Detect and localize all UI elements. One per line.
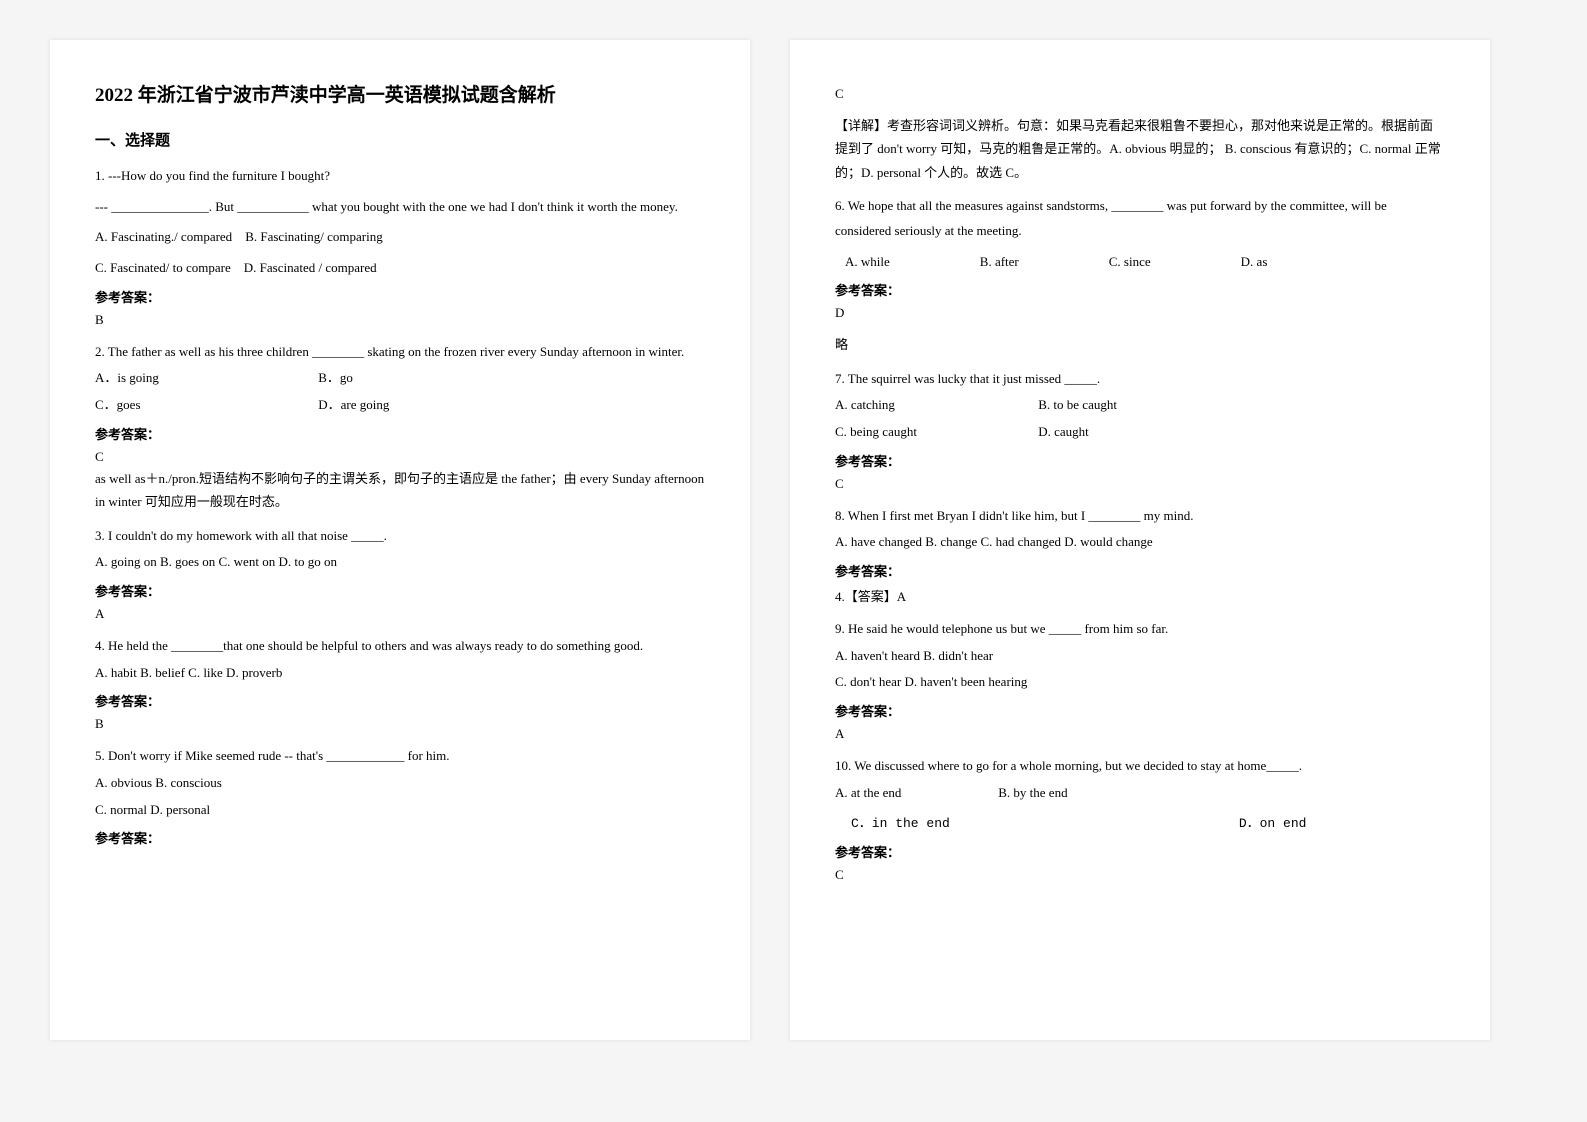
q2-ans-label: 参考答案：: [95, 424, 705, 443]
q6-stem: 6. We hope that all the measures against…: [835, 194, 1445, 243]
q10-stem: 10. We discussed where to go for a whole…: [835, 754, 1445, 779]
q2-opts-row2: C．goes D．are going: [95, 393, 705, 418]
q3-ans: A: [95, 606, 705, 622]
q8-ans-label: 参考答案：: [835, 561, 1445, 580]
q1-opt-d: D. Fascinated / compared: [244, 260, 377, 275]
q10-ans: C: [835, 867, 1445, 883]
q2-opt-b: B．go: [318, 370, 353, 385]
q5-opts-a: A. obvious B. conscious: [95, 771, 705, 796]
q4-stem: 4. He held the ________that one should b…: [95, 634, 705, 659]
q10-opt-b: B. by the end: [998, 785, 1067, 800]
q9-opts-a: A. haven't heard B. didn't hear: [835, 644, 1445, 669]
q7-opts-row2: C. being caught D. caught: [835, 420, 1445, 445]
q6-opt-b: B. after: [980, 250, 1019, 275]
q1-opt-a: A. Fascinating./ compared: [95, 229, 232, 244]
q4-ans-label: 参考答案：: [95, 691, 705, 710]
q1-opts-row2: C. Fascinated/ to compare D. Fascinated …: [95, 256, 705, 281]
q6-ans-label: 参考答案：: [835, 280, 1445, 299]
q7-ans: C: [835, 476, 1445, 492]
q6-opts: A. while B. after C. since D. as: [835, 250, 1445, 275]
q1-ans-label: 参考答案：: [95, 287, 705, 306]
q5-stem: 5. Don't worry if Mike seemed rude -- th…: [95, 744, 705, 769]
q7-stem: 7. The squirrel was lucky that it just m…: [835, 367, 1445, 392]
q9-stem: 9. He said he would telephone us but we …: [835, 617, 1445, 642]
q3-opts: A. going on B. goes on C. went on D. to …: [95, 550, 705, 575]
q1-stem-1: 1. ---How do you find the furniture I bo…: [95, 164, 705, 189]
q5-explanation: 【详解】考查形容词词义辨析。句意：如果马克看起来很粗鲁不要担心，那对他来说是正常…: [835, 114, 1445, 184]
q8-ans: 4.【答案】A: [835, 586, 1445, 605]
q9-ans: A: [835, 726, 1445, 742]
q1-opts-row1: A. Fascinating./ compared B. Fascinating…: [95, 225, 705, 250]
q7-opt-c: C. being caught: [835, 420, 1035, 445]
q1-opt-c: C. Fascinated/ to compare: [95, 260, 231, 275]
q6-opt-a: A. while: [845, 250, 890, 275]
q10-opts-row1: A. at the end B. by the end: [835, 781, 1445, 806]
q10-opt-d: D．on end: [1239, 816, 1307, 831]
exam-title: 2022 年浙江省宁波市芦渎中学高一英语模拟试题含解析: [95, 80, 705, 107]
right-column: C 【详解】考查形容词词义辨析。句意：如果马克看起来很粗鲁不要担心，那对他来说是…: [790, 40, 1490, 1040]
q2-explanation: as well as＋n./pron.短语结构不影响句子的主谓关系，即句子的主语…: [95, 467, 705, 514]
q8-stem: 8. When I first met Bryan I didn't like …: [835, 504, 1445, 529]
q8-opts: A. have changed B. change C. had changed…: [835, 530, 1445, 555]
q1-stem-2: --- _______________. But ___________ wha…: [95, 195, 705, 220]
q9-opts-b: C. don't hear D. haven't been hearing: [835, 670, 1445, 695]
q4-ans: B: [95, 716, 705, 732]
q2-stem: 2. The father as well as his three child…: [95, 340, 705, 365]
q7-opt-d: D. caught: [1038, 424, 1089, 439]
q2-opts-row1: A．is going B．go: [95, 366, 705, 391]
q6-ans: D: [835, 305, 1445, 321]
q7-ans-label: 参考答案：: [835, 451, 1445, 470]
q2-ans: C: [95, 449, 705, 465]
q1-ans: B: [95, 312, 705, 328]
q10-opt-c: C．in the end: [851, 812, 1231, 837]
q7-opt-b: B. to be caught: [1038, 397, 1117, 412]
q6-explanation: 略: [835, 333, 1445, 356]
q4-opts: A. habit B. belief C. like D. proverb: [95, 661, 705, 686]
q7-opt-a: A. catching: [835, 393, 1035, 418]
q3-ans-label: 参考答案：: [95, 581, 705, 600]
q3-stem: 3. I couldn't do my homework with all th…: [95, 524, 705, 549]
section-heading: 一、选择题: [95, 129, 705, 150]
q10-ans-label: 参考答案：: [835, 842, 1445, 861]
q10-opts-row2: C．in the end D．on end: [835, 812, 1445, 837]
q9-ans-label: 参考答案：: [835, 701, 1445, 720]
q5-ans-label: 参考答案：: [95, 828, 705, 847]
q2-opt-c: C．goes: [95, 393, 315, 418]
q2-opt-a: A．is going: [95, 366, 315, 391]
q5-ans: C: [835, 86, 1445, 102]
page-container: 2022 年浙江省宁波市芦渎中学高一英语模拟试题含解析 一、选择题 1. ---…: [0, 0, 1587, 1080]
q10-opt-a: A. at the end: [835, 781, 995, 806]
q6-opt-d: D. as: [1241, 250, 1268, 275]
q6-opt-c: C. since: [1109, 250, 1151, 275]
q2-opt-d: D．are going: [318, 397, 389, 412]
q5-opts-b: C. normal D. personal: [95, 798, 705, 823]
q1-opt-b: B. Fascinating/ comparing: [245, 229, 383, 244]
q7-opts-row1: A. catching B. to be caught: [835, 393, 1445, 418]
left-column: 2022 年浙江省宁波市芦渎中学高一英语模拟试题含解析 一、选择题 1. ---…: [50, 40, 750, 1040]
